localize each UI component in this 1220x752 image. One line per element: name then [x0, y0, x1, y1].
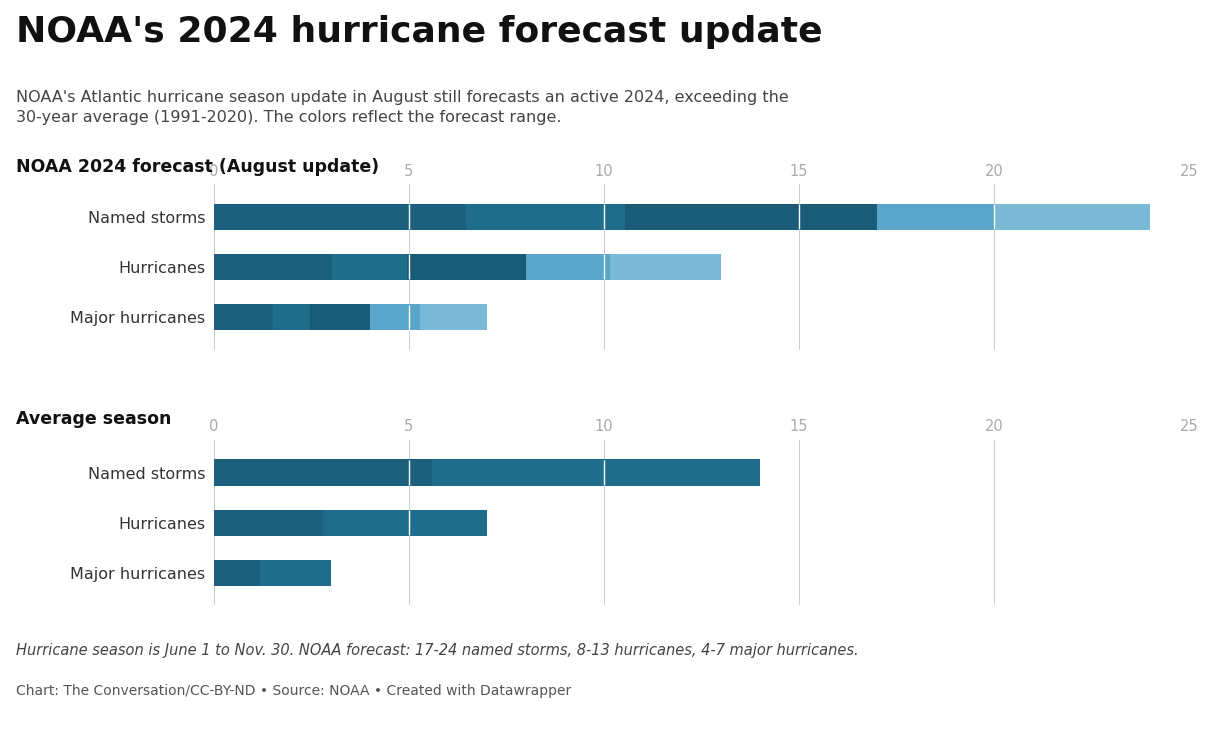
Text: Chart: The Conversation/CC-BY-ND • Source: NOAA • Created with Datawrapper: Chart: The Conversation/CC-BY-ND • Sourc…	[16, 684, 571, 699]
Bar	[526, 254, 610, 280]
Bar	[610, 254, 721, 280]
Bar	[625, 204, 877, 230]
Bar	[407, 254, 526, 280]
Bar	[214, 204, 466, 230]
Bar	[310, 304, 370, 330]
Bar	[260, 559, 331, 586]
Bar	[214, 559, 260, 586]
Bar	[214, 510, 323, 535]
Text: Average season: Average season	[16, 410, 171, 428]
Bar	[370, 304, 420, 330]
Bar	[877, 204, 994, 230]
Bar	[466, 204, 625, 230]
Bar	[432, 459, 760, 486]
Text: NOAA 2024 forecast (August update): NOAA 2024 forecast (August update)	[16, 158, 379, 176]
Bar	[994, 204, 1150, 230]
Text: Hurricane season is June 1 to Nov. 30. NOAA forecast: 17-24 named storms, 8-13 h: Hurricane season is June 1 to Nov. 30. N…	[16, 643, 859, 658]
Text: NOAA's Atlantic hurricane season update in August still forecasts an active 2024: NOAA's Atlantic hurricane season update …	[16, 90, 788, 125]
Bar	[214, 459, 432, 486]
Bar	[214, 304, 273, 330]
Bar	[420, 304, 487, 330]
Bar	[214, 254, 332, 280]
Text: NOAA's 2024 hurricane forecast update: NOAA's 2024 hurricane forecast update	[16, 15, 822, 49]
Bar	[323, 510, 487, 535]
Bar	[273, 304, 310, 330]
Bar	[332, 254, 407, 280]
